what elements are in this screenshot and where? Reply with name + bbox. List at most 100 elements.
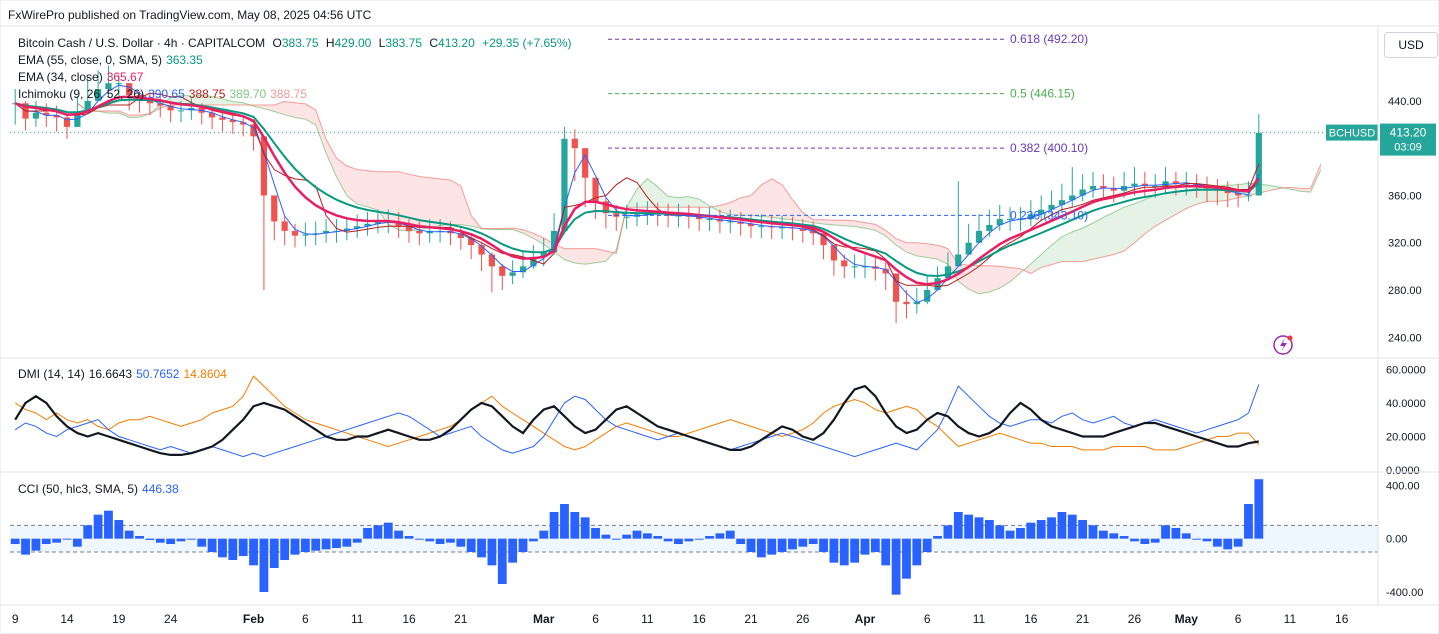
candle-body — [975, 230, 983, 243]
cci-bar — [363, 528, 372, 539]
candle-body — [1048, 204, 1055, 210]
cci-bar — [984, 520, 994, 539]
ichimoku-cloud-segment — [243, 102, 254, 107]
cci-bar — [352, 538, 362, 543]
cci-bar — [891, 538, 901, 595]
candle-body — [115, 83, 122, 85]
cci-bar — [466, 538, 476, 552]
cci-bar — [808, 538, 818, 544]
ichimoku-cloud-segment — [1093, 217, 1104, 260]
cci-bar — [539, 530, 549, 539]
ichimoku-cloud-segment — [357, 169, 368, 207]
ichimoku-cloud-segment — [771, 178, 783, 219]
candle-body — [530, 256, 537, 267]
cci-bar — [1150, 538, 1160, 543]
price-tick-label: 440.00 — [1388, 96, 1422, 108]
legend-cci[interactable]: CCI (50, hlc3, SMA, 5) 446.38 — [18, 482, 179, 496]
x-tick-label: 9 — [12, 612, 19, 626]
ichimoku-cloud-segment — [305, 103, 316, 125]
ichimoku-cloud-segment — [688, 196, 700, 208]
price-badge-bg — [1380, 123, 1436, 156]
dmi-tick-label: 0.0000 — [1386, 465, 1420, 477]
legend-ema34[interactable]: EMA (34, close) 365.67 — [18, 70, 144, 84]
notification-dot-icon — [1287, 335, 1293, 341]
cci-bar — [446, 538, 455, 543]
x-tick-label: 16 — [1024, 612, 1038, 626]
candle-body — [281, 221, 288, 231]
cci-bar — [93, 514, 103, 539]
x-tick-label: Apr — [855, 612, 876, 626]
fib-level-label: 0.618 (492.20) — [1010, 32, 1088, 46]
cci-bar — [725, 530, 735, 539]
candle-body — [271, 195, 278, 222]
candle-body — [478, 245, 485, 255]
lightning-bolt-icon — [1280, 338, 1287, 352]
legend-dmi[interactable]: DMI (14, 14) 16.6643 50.7652 14.8604 — [18, 367, 227, 381]
x-tick-label: 16 — [402, 612, 416, 626]
cci-bar — [1223, 538, 1233, 550]
candle-body — [1038, 209, 1045, 215]
cci-bar — [290, 538, 300, 555]
cci-bar — [197, 538, 207, 547]
ichimoku-cloud-segment — [574, 248, 586, 265]
cci-bar — [72, 538, 82, 547]
candle-body — [675, 215, 682, 217]
cci-band — [10, 525, 1378, 552]
ichimoku-cloud-segment — [274, 101, 285, 115]
cci-bar — [1233, 538, 1243, 547]
cci-bar — [1254, 479, 1264, 539]
legend-low: 383.75 — [385, 36, 423, 50]
legend-ichimoku[interactable]: Ichimoku (9, 26, 52, 26) 390.65 388.75 389.… — [18, 87, 307, 101]
ichimoku-cloud-segment — [875, 224, 886, 237]
ichimoku-cloud-segment — [440, 178, 451, 226]
cci-bar — [601, 534, 611, 539]
cci-bar — [487, 538, 497, 566]
cci-bar — [933, 536, 942, 539]
candle-body — [540, 252, 547, 257]
candle-body — [1152, 186, 1159, 187]
candle-body — [851, 266, 858, 268]
legend-ema55[interactable]: EMA (55, close, 0, SMA, 5) 363.35 — [18, 53, 203, 67]
cci-bar — [456, 538, 466, 547]
candle-body — [799, 228, 806, 231]
candle-body — [996, 219, 1003, 225]
candle-body — [830, 245, 838, 261]
candle-body — [1110, 188, 1117, 191]
legend-symbol-row: Bitcoin Cash / U.S. Dollar · 4h · CAPITA… — [18, 36, 572, 50]
candle-body — [250, 124, 257, 137]
cci-bar — [477, 538, 486, 558]
x-tick-label: 6 — [302, 612, 309, 626]
ichimoku-cloud-segment — [1124, 203, 1135, 251]
candle-body — [550, 230, 558, 253]
cci-bar — [373, 525, 383, 539]
candle-body — [1183, 183, 1190, 185]
cci-bar — [300, 538, 310, 552]
ichimoku-cloud-segment — [222, 98, 233, 106]
ichimoku-cloud-segment — [450, 180, 461, 225]
cci-bar — [870, 538, 880, 552]
currency-button[interactable]: USD — [1384, 32, 1438, 58]
cci-bar — [383, 522, 393, 539]
candle-body — [758, 226, 765, 228]
ichimoku-cloud-segment — [419, 176, 430, 230]
candle-body — [374, 221, 382, 224]
ichimoku-cloud-segment — [367, 170, 378, 211]
cci-bar — [83, 525, 93, 539]
ichimoku-cloud-segment — [668, 196, 679, 208]
candle-body — [146, 100, 154, 104]
cci-bar — [798, 538, 808, 547]
x-tick-label: 21 — [454, 612, 468, 626]
fib-level-label: 0.382 (400.10) — [1010, 141, 1088, 155]
candle-body — [706, 219, 713, 221]
dmi-plus-line — [14, 384, 1260, 458]
candle-body — [841, 260, 848, 267]
candle-body — [354, 226, 361, 229]
candle-body — [84, 100, 91, 113]
candle-body — [592, 177, 599, 202]
cci-bar — [1109, 533, 1119, 539]
cci-bar — [922, 538, 932, 552]
candle-body — [1006, 219, 1014, 221]
cci-pane: -400.00 0.00 400.00 — [10, 479, 1423, 599]
ichimoku-cloud-segment — [315, 109, 327, 154]
